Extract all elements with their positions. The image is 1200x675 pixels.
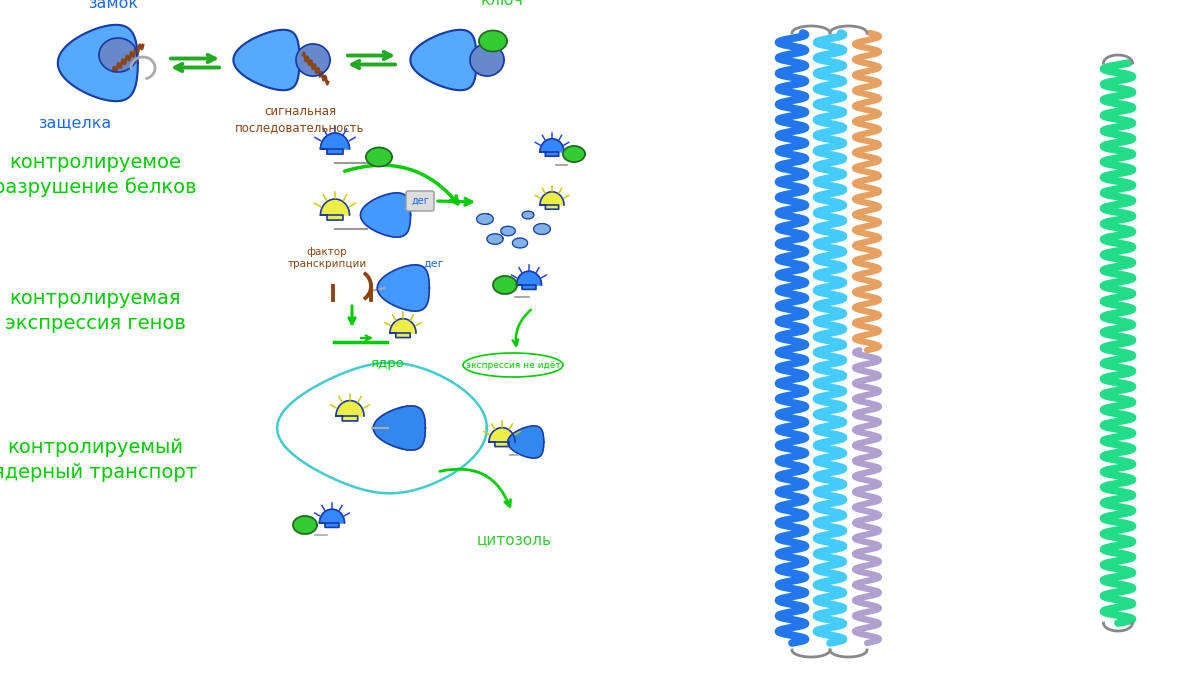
Ellipse shape — [463, 353, 563, 377]
Polygon shape — [320, 133, 349, 154]
Polygon shape — [373, 406, 425, 450]
Polygon shape — [319, 509, 344, 527]
Polygon shape — [534, 223, 551, 234]
Text: контролируемая
экспрессия генов: контролируемая экспрессия генов — [5, 289, 186, 333]
Text: цитозоль: цитозоль — [476, 532, 552, 547]
Text: дег: дег — [424, 259, 444, 269]
Polygon shape — [540, 139, 564, 156]
Polygon shape — [476, 213, 493, 224]
Polygon shape — [296, 44, 330, 76]
Polygon shape — [512, 238, 528, 248]
Polygon shape — [360, 193, 410, 237]
Polygon shape — [540, 192, 564, 209]
Text: фактор
транскрипции: фактор транскрипции — [287, 248, 367, 269]
Text: замок: замок — [88, 0, 138, 11]
Polygon shape — [390, 319, 416, 338]
Polygon shape — [479, 30, 506, 51]
Text: сигнальная
последовательность: сигнальная последовательность — [235, 105, 365, 134]
Polygon shape — [100, 38, 137, 72]
Polygon shape — [58, 25, 138, 101]
Polygon shape — [410, 30, 476, 90]
Polygon shape — [234, 30, 300, 90]
Polygon shape — [508, 426, 544, 458]
Polygon shape — [490, 428, 515, 447]
Polygon shape — [563, 146, 586, 162]
Text: ключ: ключ — [480, 0, 523, 8]
Polygon shape — [320, 199, 349, 220]
Polygon shape — [366, 148, 392, 167]
Polygon shape — [522, 211, 534, 219]
Polygon shape — [500, 226, 515, 236]
Polygon shape — [487, 234, 503, 244]
Polygon shape — [516, 271, 541, 290]
Polygon shape — [293, 516, 317, 534]
Polygon shape — [470, 44, 504, 76]
Text: защелка: защелка — [38, 115, 112, 130]
FancyBboxPatch shape — [406, 191, 434, 211]
Polygon shape — [493, 276, 517, 294]
Text: экспрессия не идёт: экспрессия не идёт — [466, 360, 560, 369]
Text: контролируемый
ядерный транспорт: контролируемый ядерный транспорт — [0, 438, 197, 482]
Text: контролируемое
разрушение белков: контролируемое разрушение белков — [0, 153, 197, 198]
Polygon shape — [277, 362, 487, 493]
Polygon shape — [336, 400, 364, 421]
Text: ядро: ядро — [370, 357, 404, 370]
Text: дег: дег — [412, 196, 428, 206]
Polygon shape — [377, 265, 430, 311]
